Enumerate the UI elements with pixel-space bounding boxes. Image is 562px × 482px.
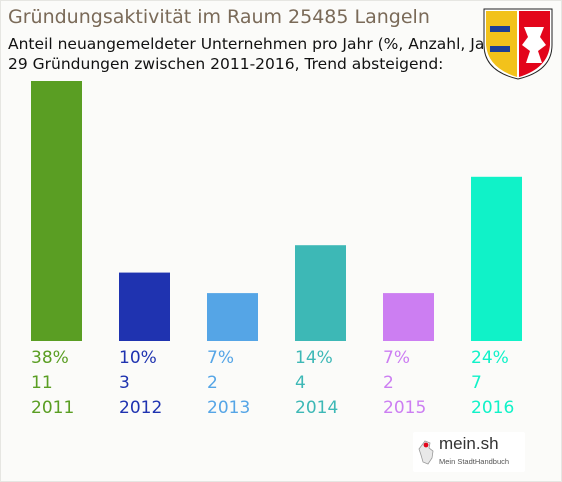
year-label-2011: 2011 [31,398,74,418]
year-label-2014: 2014 [295,398,338,418]
bar-2014 [295,245,346,341]
bar-2012 [119,272,170,341]
count-label-2015: 2 [383,373,394,393]
percent-label-2015: 7% [383,348,410,368]
bar-2013 [207,293,258,341]
logo-tagline: Mein StadtHandbuch [439,457,510,466]
count-label-2014: 4 [295,373,306,393]
percent-label-2014: 14% [295,348,333,368]
bar-2015 [383,293,434,341]
year-label-2015: 2015 [383,398,426,418]
year-label-2012: 2012 [119,398,162,418]
year-label-2016: 2016 [471,398,514,418]
chart-title: Gründungsaktivität im Raum 25485 Langeln [8,6,430,28]
count-label-2011: 11 [31,373,53,393]
percent-label-2013: 7% [207,348,234,368]
percent-label-2012: 10% [119,348,157,368]
percent-label-2016: 24% [471,348,509,368]
bar-2016 [471,176,522,341]
logo-wordmark: mein.sh [439,434,499,453]
coat-of-arms-icon [483,8,553,80]
percent-label-2011: 38% [31,348,69,368]
bar-2011 [31,81,82,341]
count-label-2013: 2 [207,373,218,393]
count-label-2016: 7 [471,373,482,393]
mein-sh-logo: mein.sh Mein StadtHandbuch [413,432,525,472]
count-label-2012: 3 [119,373,130,393]
germany-map-icon [418,440,434,465]
year-label-2013: 2013 [207,398,250,418]
chart-subtitle-line1: Anteil neuangemeldeter Unternehmen pro J… [8,35,507,53]
chart-subtitle-line2: 29 Gründungen zwischen 2011-2016, Trend … [8,55,444,73]
